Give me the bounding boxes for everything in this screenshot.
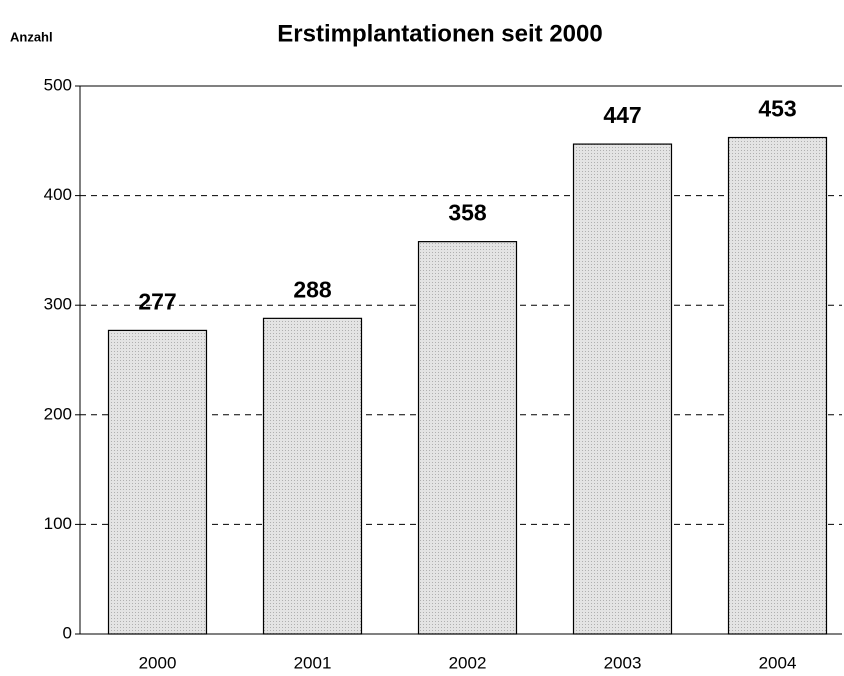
y-tick-label: 400	[44, 185, 72, 204]
x-tick-label: 2000	[139, 653, 177, 672]
bar	[727, 136, 828, 635]
bar	[262, 317, 363, 635]
x-tick-label: 2003	[604, 653, 642, 672]
y-tick-label: 500	[44, 75, 72, 94]
data-label: 447	[603, 102, 641, 128]
y-tick-label: 200	[44, 404, 72, 423]
x-tick-label: 2004	[759, 653, 797, 672]
bar	[107, 329, 208, 635]
y-tick-label: 100	[44, 514, 72, 533]
bar	[572, 143, 673, 635]
x-tick-label: 2001	[294, 653, 332, 672]
chart-title: Erstimplantationen seit 2000	[277, 20, 602, 47]
y-tick-label: 300	[44, 295, 72, 314]
bar	[417, 241, 518, 635]
data-label: 288	[293, 276, 332, 302]
data-label: 358	[448, 200, 487, 226]
y-tick-label: 0	[63, 623, 72, 642]
y-axis-label: Anzahl	[10, 29, 53, 44]
x-tick-label: 2002	[449, 653, 487, 672]
data-label: 453	[758, 96, 796, 122]
data-label: 277	[138, 288, 176, 314]
